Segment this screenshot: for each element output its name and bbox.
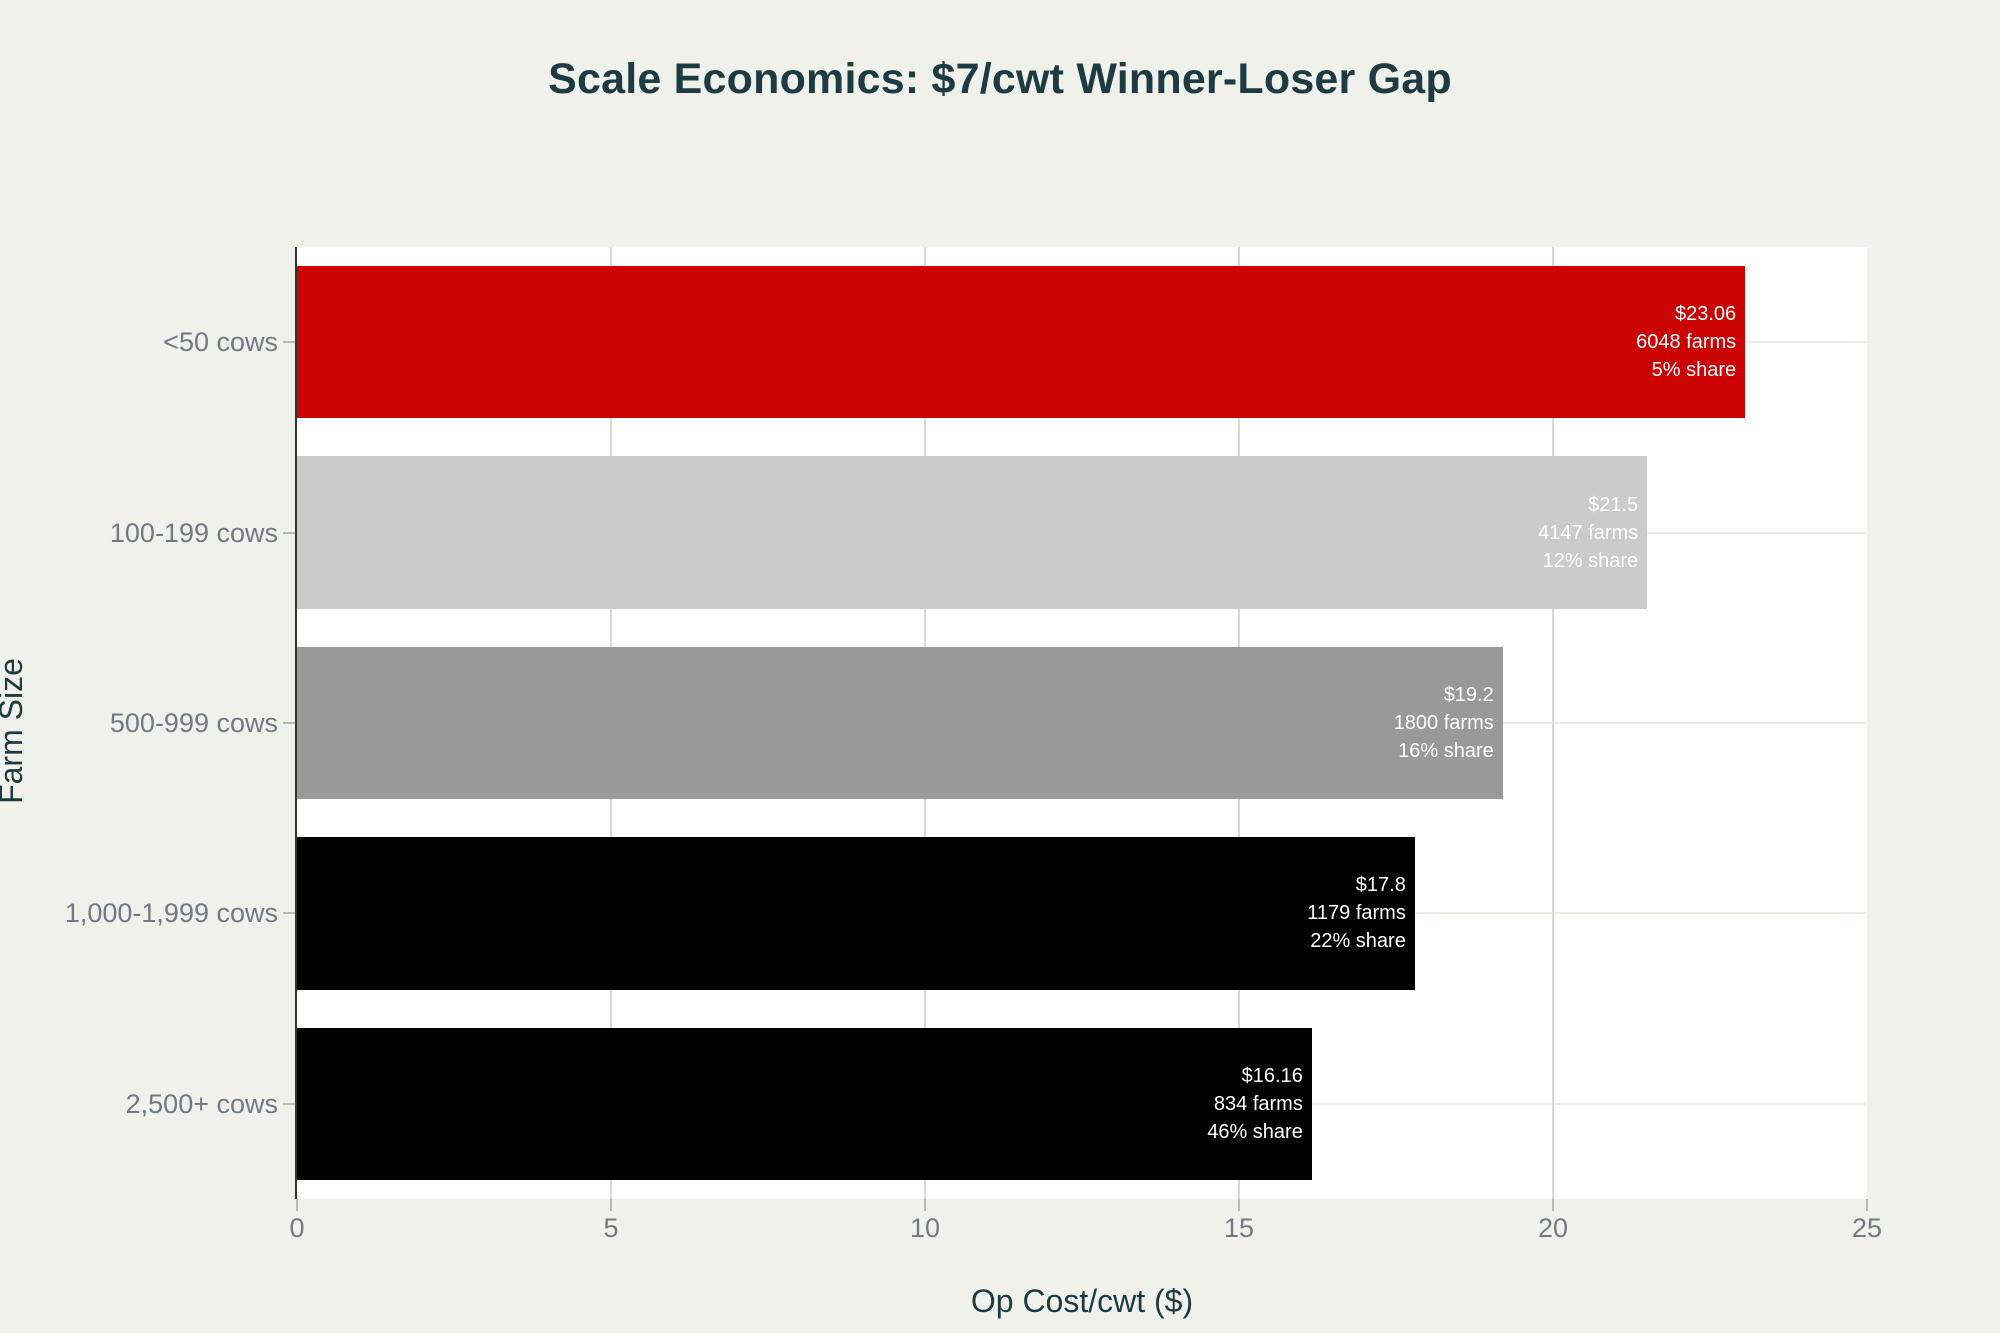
y-tick-mark: [283, 341, 295, 344]
x-tick-mark: [1552, 1199, 1554, 1211]
bar-label: $17.8 1179 farms 22% share: [1307, 871, 1406, 955]
bar-1-000-1-999-cows: $17.8 1179 farms 22% share: [297, 837, 1415, 990]
y-axis-tick-labels: <50 cows 100-199 cows 500-999 cows 1,000-1,…: [0, 247, 278, 1199]
y-tick-mark: [283, 1102, 295, 1105]
bar-value-label: $16.16: [1241, 1064, 1303, 1087]
bar-100-199-cows: $21.5 4147 farms 12% share: [297, 456, 1648, 609]
y-tick-label: 1,000-1,999 cows: [64, 898, 278, 929]
x-tick-mark: [924, 1199, 926, 1211]
y-tick-label: <50 cows: [163, 327, 278, 358]
bar-share-label: 12% share: [1542, 549, 1639, 572]
bar-label: $19.2 1800 farms 16% share: [1394, 681, 1494, 765]
bar-2-500-cows: $16.16 834 farms 46% share: [297, 1027, 1312, 1180]
chart-title: Scale Economics: $7/cwt Winner-Loser Gap: [548, 55, 1452, 103]
x-tick-label: 5: [603, 1213, 619, 1243]
x-tick-label: 20: [1537, 1213, 1569, 1243]
y-tick-mark: [283, 722, 295, 724]
x-axis-title: Op Cost/cwt ($): [970, 1283, 1194, 1319]
x-tick-mark: [1238, 1199, 1240, 1211]
bar-farms-label: 1800 farms: [1393, 711, 1494, 734]
bar-label: $16.16 834 farms 46% share: [1207, 1062, 1303, 1146]
y-tick-mark: [283, 531, 295, 534]
bar-share-label: 22% share: [1310, 930, 1406, 953]
bar-value-label: $23.06: [1674, 303, 1737, 326]
x-tick-label: 0: [289, 1213, 305, 1243]
x-tick-mark: [610, 1199, 612, 1211]
bar-label: $21.5 4147 farms 12% share: [1538, 491, 1638, 575]
bar-share-label: 46% share: [1207, 1120, 1303, 1143]
x-tick-mark: [1866, 1199, 1868, 1211]
x-tick-label: 15: [1223, 1213, 1255, 1243]
bar-label: $23.06 6048 farms 5% share: [1636, 300, 1736, 384]
y-tick-label: 100-199 cows: [109, 517, 278, 548]
bar-farms-label: 6048 farms: [1636, 331, 1737, 354]
y-tick-mark: [283, 912, 295, 915]
y-tick-label: 500-999 cows: [109, 708, 278, 738]
y-axis-line: [295, 247, 297, 1199]
x-tick-label: 10: [909, 1213, 941, 1243]
bar-farms-label: 1179 farms: [1307, 902, 1406, 925]
bar-share-label: 16% share: [1398, 739, 1494, 762]
bar-value-label: $17.8: [1355, 874, 1406, 897]
x-tick-label: 25: [1851, 1213, 1883, 1243]
bar-value-label: $19.2: [1443, 683, 1494, 706]
bar-value-label: $21.5: [1588, 493, 1639, 516]
y-axis-tick-marks: [283, 247, 295, 1199]
bar-500-999-cows: $19.2 1800 farms 16% share: [297, 646, 1503, 800]
bar--50-cows: $23.06 6048 farms 5% share: [297, 266, 1746, 419]
x-axis-ticks: 0 5 10 15 20 25: [289, 1199, 1882, 1259]
x-tick-mark: [296, 1199, 298, 1211]
plot-area: $23.06 6048 farms 5% share $21.5 4147 farms 1…: [295, 247, 1867, 1199]
bar-share-label: 5% share: [1651, 359, 1737, 382]
gridline-vertical: [1552, 247, 1554, 1199]
y-tick-label: 2,500+ cows: [125, 1088, 278, 1119]
bar-farms-label: 4147 farms: [1538, 521, 1639, 544]
bar-farms-label: 834 farms: [1213, 1092, 1303, 1115]
